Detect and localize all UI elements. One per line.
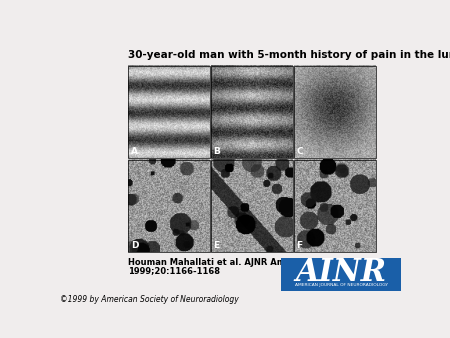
Text: F: F bbox=[297, 241, 302, 250]
Text: Houman Mahallati et al. AJNR Am J Neuroradiol: Houman Mahallati et al. AJNR Am J Neuror… bbox=[128, 259, 351, 267]
Bar bbox=[128, 66, 210, 159]
Bar bbox=[294, 66, 376, 159]
Text: C: C bbox=[297, 147, 303, 156]
Text: AINR: AINR bbox=[296, 257, 387, 288]
Text: 30-year-old man with 5-month history of pain in the lumbar area, buttock, and ri: 30-year-old man with 5-month history of … bbox=[128, 50, 450, 60]
Text: E: E bbox=[214, 241, 220, 250]
Text: AMERICAN JOURNAL OF NEURORADIOLOGY: AMERICAN JOURNAL OF NEURORADIOLOGY bbox=[295, 283, 387, 287]
Text: ©1999 by American Society of Neuroradiology: ©1999 by American Society of Neuroradiol… bbox=[60, 295, 239, 304]
Text: 1999;20:1166-1168: 1999;20:1166-1168 bbox=[128, 266, 220, 275]
Bar bbox=[211, 66, 292, 159]
Text: B: B bbox=[214, 147, 220, 156]
Bar bbox=[294, 160, 376, 252]
Text: D: D bbox=[130, 241, 138, 250]
Bar bbox=[211, 160, 292, 252]
Bar bbox=[281, 259, 401, 291]
Bar bbox=[128, 160, 210, 252]
Text: A: A bbox=[130, 147, 138, 156]
